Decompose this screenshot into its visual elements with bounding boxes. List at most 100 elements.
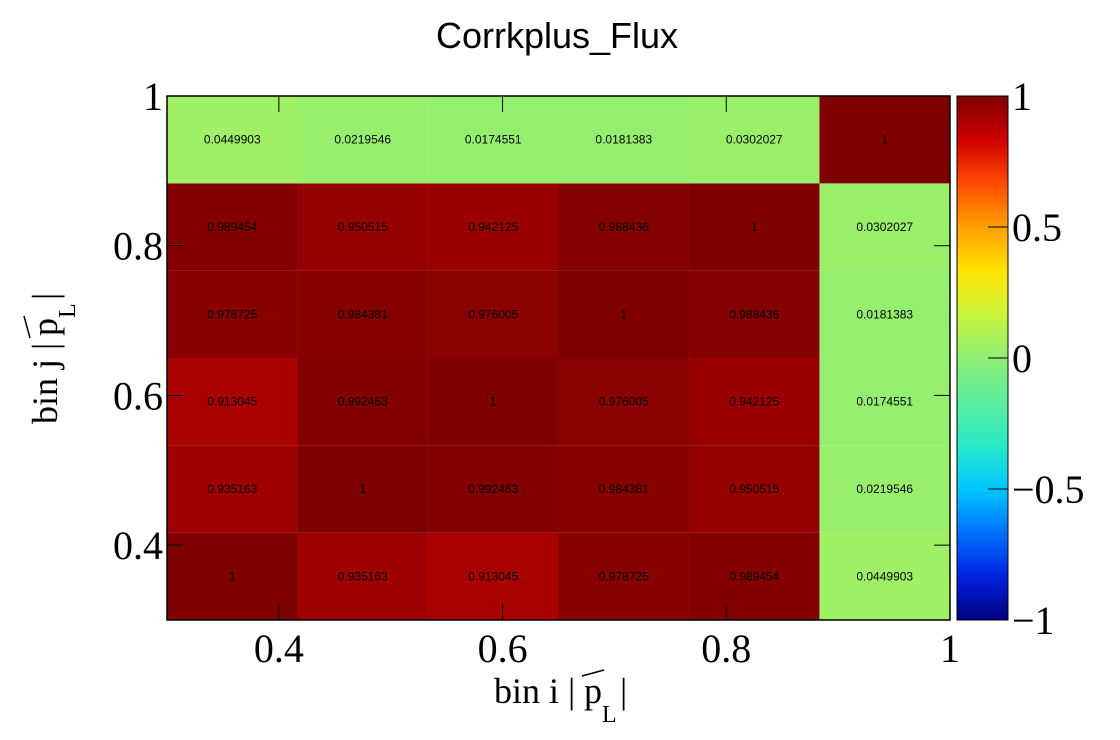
x-axis-label-bar: | <box>620 671 627 711</box>
heatmap-cell <box>689 96 820 184</box>
heatmap-cell-label: 0.0174551 <box>856 395 913 409</box>
heatmap-cell <box>819 532 950 620</box>
x-axis-label-vector: p <box>584 671 602 711</box>
colorbar-tick-label: 0.5 <box>1012 205 1062 250</box>
heatmap-cell-label: 0.992463 <box>338 395 388 409</box>
heatmap-cell <box>558 358 690 446</box>
x-axis-label-subscript: L <box>602 702 617 728</box>
heatmap-cell-label: 0.988436 <box>729 307 779 321</box>
heatmap-cell-label: 0.950515 <box>729 482 779 496</box>
colorbar-tick-label: 0 <box>1012 336 1032 381</box>
colorbar-tick-label: −0.5 <box>1012 467 1085 512</box>
heatmap-cells <box>167 96 950 620</box>
y-tick-label: 0.8 <box>113 224 163 269</box>
heatmap-cell-label: 1 <box>359 482 366 496</box>
heatmap-cell <box>167 358 298 446</box>
heatmap-cell-label: 0.0302027 <box>856 220 913 234</box>
heatmap-cell <box>167 270 298 358</box>
heatmap-cell <box>819 183 950 271</box>
heatmap-cell-label: 0.0181383 <box>856 307 913 321</box>
heatmap-cell <box>427 445 559 533</box>
heatmap-cell-label: 0.0219546 <box>856 482 913 496</box>
heatmap-cell <box>297 183 428 271</box>
colorbar-ticks: 1 0.5 0 −0.5 −1 <box>988 74 1085 643</box>
heatmap-cell <box>427 532 559 620</box>
heatmap-cell-label: 0.950515 <box>338 220 388 234</box>
y-axis-label-subscript: L <box>55 303 81 318</box>
heatmap-cell-label: 1 <box>881 133 888 147</box>
heatmap-cell-label: 0.976005 <box>599 395 649 409</box>
heatmap-cell <box>689 358 820 446</box>
heatmap-cell <box>297 358 428 446</box>
heatmap-cell <box>558 445 690 533</box>
heatmap-cell <box>297 96 428 184</box>
heatmap-cell-label: 0.0449903 <box>204 133 261 147</box>
heatmap-cell-label: 0.0174551 <box>465 133 522 147</box>
axis-tick-labels: 0.4 0.6 0.8 1 0.4 0.6 0.8 1 <box>113 74 960 671</box>
heatmap-cell <box>819 270 950 358</box>
heatmap-cell-label: 0.984381 <box>338 307 388 321</box>
x-tick-label: 0.4 <box>254 626 304 671</box>
heatmap-cell <box>427 358 559 446</box>
heatmap-cell-label: 0.935163 <box>207 482 257 496</box>
heatmap-cell-label: 0.913045 <box>468 569 518 583</box>
heatmap-cell-label: 0.942125 <box>468 220 518 234</box>
axis-ticks <box>167 95 951 620</box>
colorbar-tick-label: −1 <box>1012 598 1055 643</box>
heatmap-cell <box>427 183 559 271</box>
heatmap-cell-label: 0.988436 <box>599 220 649 234</box>
heatmap-cell <box>427 270 559 358</box>
heatmap-cell-label: 0.942125 <box>729 395 779 409</box>
heatmap-cell-label: 0.989454 <box>207 220 257 234</box>
heatmap-cell <box>558 183 690 271</box>
heatmap-cell <box>427 96 559 184</box>
heatmap-cell <box>689 183 820 271</box>
chart-title: Corrkplus_Flux <box>436 15 678 56</box>
heatmap-cell-label: 1 <box>751 220 758 234</box>
heatmap-cell <box>558 270 690 358</box>
heatmap-cell-label: 0.0181383 <box>595 133 652 147</box>
heatmap-cell <box>297 270 428 358</box>
heatmap-cell-label: 0.992463 <box>468 482 518 496</box>
heatmap-cell-label: 0.935163 <box>338 569 388 583</box>
heatmap-cell-label: 0.0219546 <box>334 133 391 147</box>
colorbar-tick-label: 1 <box>1012 74 1032 119</box>
heatmap-cell-label: 0.978725 <box>207 307 257 321</box>
y-axis-label-bar: | <box>25 293 65 300</box>
y-axis-label-text: bin j | <box>25 343 65 424</box>
heatmap-cell <box>689 270 820 358</box>
heatmap-cell-label: 1 <box>490 395 497 409</box>
x-axis-vector-arrow <box>581 669 605 677</box>
y-tick-label: 0.6 <box>113 373 163 418</box>
heatmap-cell <box>167 183 298 271</box>
y-axis-label: bin j | p L | <box>23 293 81 424</box>
heatmap-cell <box>167 445 298 533</box>
x-axis-label: bin i | p L | <box>494 669 627 728</box>
y-tick-label: 0.4 <box>113 523 163 568</box>
x-tick-label: 0.6 <box>478 626 528 671</box>
heatmap-cell-label: 0.989454 <box>729 569 779 583</box>
heatmap-cell-labels: 1 0.935163 0.913045 0.978725 0.989454 0.04499… <box>204 133 914 584</box>
heatmap-cell <box>689 445 820 533</box>
x-tick-label: 0.8 <box>701 626 751 671</box>
x-axis-label-text: bin i | <box>494 671 575 711</box>
heatmap-cell <box>819 358 950 446</box>
heatmap-cell-label: 0.984381 <box>599 482 649 496</box>
heatmap-cell-label: 0.978725 <box>599 569 649 583</box>
heatmap-cell <box>819 96 950 184</box>
heatmap-cell-label: 1 <box>229 569 236 583</box>
y-axis-vector-arrow <box>23 315 31 339</box>
heatmap-cell-label: 0.0302027 <box>726 133 783 147</box>
heatmap-cell <box>297 445 428 533</box>
heatmap-cell <box>558 96 690 184</box>
heatmap-cell <box>167 96 298 184</box>
heatmap-cell <box>558 532 690 620</box>
heatmap-cell <box>819 445 950 533</box>
y-tick-label: 1 <box>143 74 163 119</box>
heatmap-cell-label: 0.976005 <box>468 307 518 321</box>
heatmap-cell <box>297 532 428 620</box>
y-axis-label-vector: p <box>25 318 65 336</box>
heatmap-cell <box>689 532 820 620</box>
heatmap-cell-label: 1 <box>620 307 627 321</box>
